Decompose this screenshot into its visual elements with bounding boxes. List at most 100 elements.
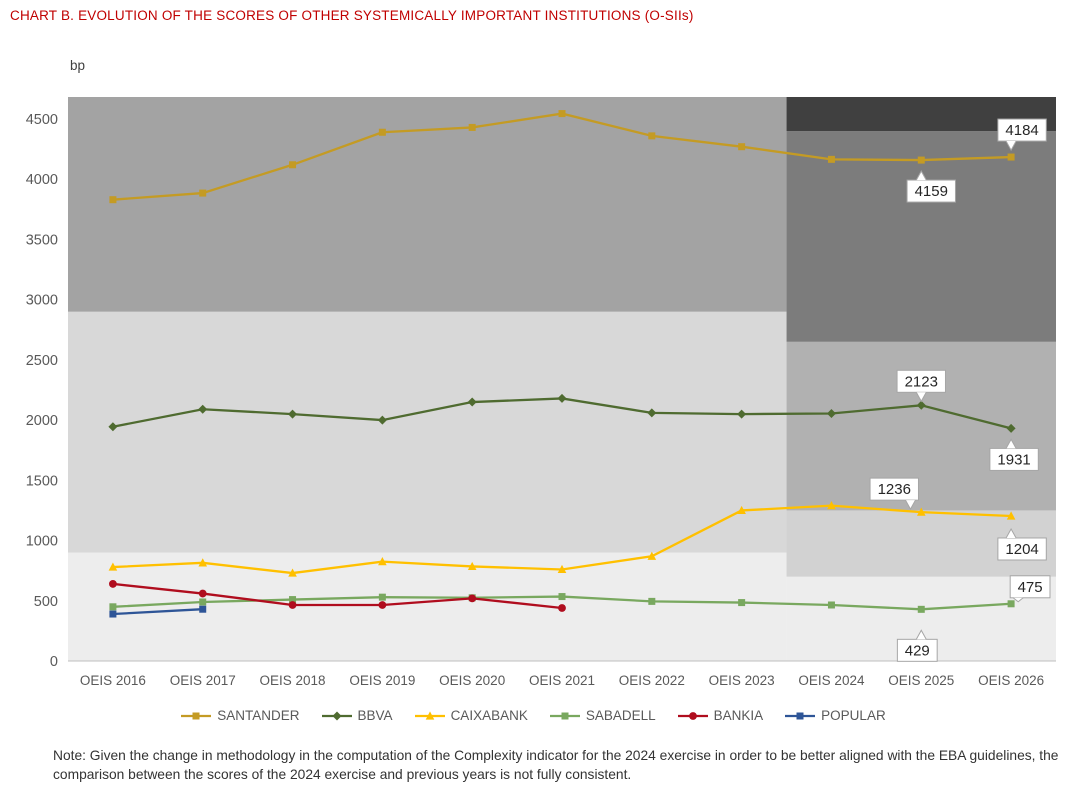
- x-tick-label: OEIS 2025: [888, 673, 954, 688]
- legend-label: POPULAR: [821, 708, 886, 723]
- data-point-marker: [467, 397, 477, 407]
- y-axis-unit-label: bp: [70, 58, 86, 73]
- chart-note: Note: Given the change in methodology in…: [53, 748, 1059, 782]
- data-point-marker: [648, 132, 656, 140]
- series-caixabank: [108, 501, 1016, 577]
- legend-marker-square-icon: [181, 712, 212, 719]
- data-point-marker: [467, 561, 477, 571]
- x-tick-label: OEIS 2024: [798, 673, 865, 688]
- data-label-1931: 1931: [989, 438, 1039, 471]
- data-label-1236: 1236: [869, 477, 919, 511]
- data-point-marker: [647, 408, 657, 418]
- chart-title: CHART B. EVOLUTION OF THE SCORES OF OTHE…: [10, 8, 694, 23]
- data-point-marker: [288, 601, 297, 609]
- background-band: [68, 97, 787, 312]
- data-point-marker: [378, 593, 386, 601]
- series-line: [112, 582, 563, 610]
- y-tick-label: 4000: [26, 172, 58, 188]
- data-point-marker: [737, 505, 746, 515]
- legend-marker: [688, 711, 697, 720]
- series-bbva: [108, 393, 1016, 433]
- x-tick-label: OEIS 2019: [349, 673, 415, 688]
- data-point-marker: [917, 156, 925, 164]
- data-point-marker: [557, 393, 567, 403]
- data-label-475: 475: [1009, 575, 1051, 603]
- background-band: [68, 311, 787, 553]
- y-tick-label: 4500: [26, 112, 58, 128]
- data-point-marker: [468, 123, 476, 131]
- data-label-tail: [1012, 597, 1024, 603]
- data-point-marker: [1006, 423, 1016, 433]
- data-label-tail: [915, 170, 927, 181]
- x-tick-label: OEIS 2026: [978, 673, 1044, 688]
- data-label-box: [997, 537, 1047, 561]
- data-point-marker: [198, 589, 207, 598]
- data-point-marker: [827, 155, 835, 163]
- legend-marker: [425, 710, 434, 720]
- data-point-marker: [647, 551, 657, 560]
- highlight-band: [786, 131, 1056, 342]
- data-label-box: [906, 179, 956, 203]
- data-point-marker: [378, 601, 387, 609]
- data-point-marker: [289, 161, 297, 169]
- data-point-marker: [1006, 511, 1016, 520]
- data-label-tail: [915, 392, 927, 403]
- y-tick-label: 2500: [26, 353, 58, 369]
- data-label-box: [869, 477, 919, 501]
- y-tick-label: 500: [34, 594, 58, 610]
- legend-marker: [796, 712, 804, 719]
- legend-label: CAIXABANK: [450, 708, 528, 723]
- data-point-marker: [916, 507, 926, 516]
- data-point-marker: [109, 610, 117, 618]
- data-label-text: 1204: [1005, 541, 1038, 558]
- data-point-marker: [827, 601, 835, 609]
- data-point-marker: [378, 128, 386, 136]
- legend-item-caixabank: CAIXABANK: [414, 708, 528, 723]
- data-point-marker: [557, 564, 567, 574]
- data-point-marker: [558, 110, 566, 118]
- legend-marker: [332, 711, 342, 720]
- y-tick-label: 1500: [26, 473, 58, 489]
- data-point-marker: [826, 408, 836, 418]
- data-point-marker: [108, 422, 118, 432]
- legend-label: BANKIA: [713, 708, 764, 723]
- background-band: [68, 552, 787, 661]
- chart-legend: SANTANDER BBVA CAIXABANK SABADELL BANKIA POPU…: [0, 708, 1067, 723]
- data-point-marker: [1007, 600, 1015, 608]
- y-tick-label: 3000: [26, 293, 58, 309]
- data-label-1204: 1204: [997, 527, 1047, 561]
- data-point-marker: [199, 605, 207, 613]
- data-point-marker: [558, 593, 566, 601]
- data-point-marker: [198, 558, 208, 567]
- x-tick-label: OEIS 2023: [709, 673, 775, 688]
- data-label-4159: 4159: [906, 170, 956, 203]
- data-point-marker: [737, 409, 747, 419]
- data-point-marker: [917, 605, 925, 613]
- data-point-marker: [109, 580, 117, 588]
- data-point-marker: [109, 603, 117, 611]
- data-point-marker: [648, 597, 656, 605]
- line-chart: 0 500 1000 1500 2000 2500 3000 3500 4000 4500 OEIS…: [26, 97, 1056, 688]
- series-bankia: [109, 580, 566, 612]
- legend-marker-triangle-icon: [414, 710, 445, 720]
- data-point-marker: [108, 562, 118, 571]
- data-label-text: 2123: [905, 373, 938, 390]
- data-label-tail: [1005, 140, 1017, 152]
- data-label-429: 429: [896, 629, 938, 662]
- y-tick-label: 1000: [26, 534, 58, 550]
- data-point-marker: [827, 501, 836, 510]
- series-popular: [109, 605, 207, 618]
- highlight-band: [786, 341, 1056, 511]
- legend-label: SANTANDER: [217, 708, 300, 723]
- legend-item-bbva: BBVA: [321, 708, 393, 723]
- data-point-marker: [288, 409, 298, 419]
- data-label-tail: [905, 499, 916, 511]
- legend-marker-diamond-icon: [321, 711, 352, 720]
- data-label-text: 1236: [878, 481, 911, 498]
- series-line: [112, 608, 203, 616]
- x-tick-label: OEIS 2016: [80, 673, 146, 688]
- data-point-marker: [558, 604, 566, 612]
- data-label-text: 4159: [915, 183, 948, 200]
- data-label-text: 475: [1018, 579, 1043, 596]
